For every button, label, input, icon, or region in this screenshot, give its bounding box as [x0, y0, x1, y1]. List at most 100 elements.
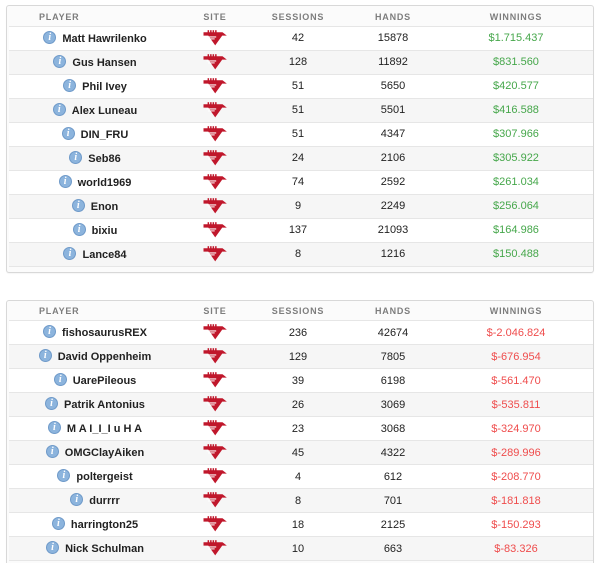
hands-cell: 3069: [380, 398, 406, 411]
winnings-cell: $150.488: [493, 248, 539, 260]
site-cell[interactable]: [181, 417, 249, 441]
table-row[interactable]: M A I_I_I u H A 23 3068 $-324.970: [9, 416, 593, 441]
table-row[interactable]: UarePileous 39 6198 $-561.470: [9, 368, 593, 393]
player-cell[interactable]: Matt Hawrilenko: [9, 26, 181, 50]
table-row[interactable]: OMGClayAiken 45 4322 $-289.996: [9, 440, 593, 465]
site-cell[interactable]: [181, 170, 249, 194]
player-cell[interactable]: harrington25: [9, 513, 181, 537]
site-cell[interactable]: [181, 393, 249, 417]
site-cell[interactable]: [181, 218, 249, 242]
info-icon[interactable]: [72, 222, 86, 236]
info-icon[interactable]: [52, 102, 66, 116]
site-cell[interactable]: [181, 489, 249, 513]
column-header-player[interactable]: PLAYER: [9, 302, 181, 321]
full-tilt-poker-logo-icon: [202, 516, 228, 533]
table-row[interactable]: Seb86 24 2106 $305.922: [9, 146, 593, 170]
site-cell[interactable]: [181, 369, 249, 393]
site-cell[interactable]: [181, 74, 249, 98]
player-name: OMGClayAiken: [64, 447, 145, 460]
site-cell[interactable]: [181, 441, 249, 465]
player-cell[interactable]: M A I_I_I u H A: [9, 417, 181, 441]
table-row[interactable]: poltergeist 4 612 $-208.770: [9, 464, 593, 489]
losers-table-panel: PLAYER SITE SESSIONS HANDS WINNINGS fish…: [6, 299, 594, 563]
table-row[interactable]: Lance84 8 1216 $150.488: [9, 242, 593, 266]
table-row[interactable]: Enon 9 2249 $256.064: [9, 194, 593, 218]
site-cell[interactable]: [181, 122, 249, 146]
player-cell[interactable]: fishosaurusREX: [9, 321, 181, 345]
info-icon[interactable]: [38, 349, 52, 363]
player-cell[interactable]: Phil Ivey: [9, 74, 181, 98]
info-icon[interactable]: [53, 54, 67, 68]
player-cell[interactable]: Lance84: [9, 242, 181, 266]
player-cell[interactable]: UarePileous: [9, 369, 181, 393]
info-icon[interactable]: [61, 126, 75, 140]
player-cell[interactable]: bixiu: [9, 218, 181, 242]
player-cell[interactable]: Alex Luneau: [9, 98, 181, 122]
site-cell[interactable]: [181, 26, 249, 50]
player-cell[interactable]: David Oppenheim: [9, 345, 181, 369]
column-header-hands[interactable]: HANDS: [347, 302, 439, 321]
table-row[interactable]: world1969 74 2592 $261.034: [9, 170, 593, 194]
info-icon[interactable]: [43, 325, 57, 339]
table-row[interactable]: Nick Schulman 10 663 $-83.326: [9, 536, 593, 561]
info-icon[interactable]: [58, 174, 72, 188]
column-header-player[interactable]: PLAYER: [9, 8, 181, 26]
info-icon[interactable]: [63, 78, 77, 92]
site-cell[interactable]: [181, 146, 249, 170]
column-header-winnings[interactable]: WINNINGS: [439, 8, 593, 26]
table-row[interactable]: harrington25 18 2125 $-150.293: [9, 512, 593, 537]
table-row[interactable]: Gus Hansen 128 11892 $831.560: [9, 50, 593, 74]
info-icon[interactable]: [70, 493, 84, 507]
table-row[interactable]: bixiu 137 21093 $164.986: [9, 218, 593, 242]
player-cell[interactable]: world1969: [9, 170, 181, 194]
player-cell[interactable]: Patrik Antonius: [9, 393, 181, 417]
info-icon[interactable]: [69, 150, 83, 164]
player-cell[interactable]: durrrr: [9, 489, 181, 513]
table-row[interactable]: fishosaurusREX 236 42674 $-2.046.824: [9, 320, 593, 345]
info-icon[interactable]: [45, 397, 59, 411]
table-row[interactable]: Phil Ivey 51 5650 $420.577: [9, 74, 593, 98]
sessions-cell: 128: [288, 56, 308, 68]
column-header-winnings[interactable]: WINNINGS: [439, 302, 593, 321]
table-row[interactable]: durrrr 8 701 $-181.818: [9, 488, 593, 513]
column-header-hands[interactable]: HANDS: [347, 8, 439, 26]
info-icon[interactable]: [63, 246, 77, 260]
site-cell[interactable]: [181, 537, 249, 561]
site-cell[interactable]: [181, 513, 249, 537]
info-icon[interactable]: [51, 517, 65, 531]
column-header-site[interactable]: SITE: [181, 8, 249, 26]
hands-cell: 2106: [380, 152, 406, 164]
site-cell[interactable]: [181, 98, 249, 122]
site-cell[interactable]: [181, 321, 249, 345]
winnings-cell: $-208.770: [491, 470, 541, 483]
site-cell[interactable]: [181, 50, 249, 74]
info-icon[interactable]: [57, 469, 71, 483]
column-header-site[interactable]: SITE: [181, 302, 249, 321]
table-row[interactable]: David Oppenheim 129 7805 $-676.954: [9, 344, 593, 369]
player-cell[interactable]: Seb86: [9, 146, 181, 170]
sessions-cell: 129: [288, 350, 308, 363]
table-row[interactable]: Patrik Antonius 26 3069 $-535.811: [9, 392, 593, 417]
info-icon[interactable]: [71, 198, 85, 212]
player-cell[interactable]: DIN_FRU: [9, 122, 181, 146]
info-icon[interactable]: [53, 373, 67, 387]
player-cell[interactable]: poltergeist: [9, 465, 181, 489]
column-header-sessions[interactable]: SESSIONS: [249, 8, 347, 26]
table-row[interactable]: Matt Hawrilenko 42 15878 $1.715.437: [9, 26, 593, 50]
info-icon[interactable]: [46, 541, 60, 555]
player-cell[interactable]: Nick Schulman: [9, 537, 181, 561]
site-cell[interactable]: [181, 194, 249, 218]
player-cell[interactable]: Gus Hansen: [9, 50, 181, 74]
site-cell[interactable]: [181, 345, 249, 369]
site-cell[interactable]: [181, 465, 249, 489]
site-cell[interactable]: [181, 242, 249, 266]
table-row[interactable]: DIN_FRU 51 4347 $307.966: [9, 122, 593, 146]
player-cell[interactable]: OMGClayAiken: [9, 441, 181, 465]
table-row[interactable]: Alex Luneau 51 5501 $416.588: [9, 98, 593, 122]
column-header-sessions[interactable]: SESSIONS: [249, 302, 347, 321]
player-cell[interactable]: Enon: [9, 194, 181, 218]
info-icon[interactable]: [45, 445, 59, 459]
full-tilt-poker-logo-icon: [202, 420, 228, 437]
info-icon[interactable]: [43, 30, 57, 44]
info-icon[interactable]: [47, 421, 61, 435]
